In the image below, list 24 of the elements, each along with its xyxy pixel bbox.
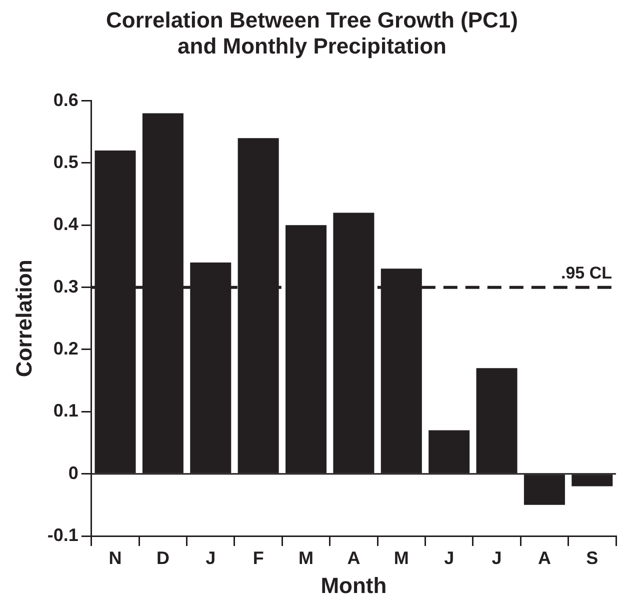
x-tick-label: M bbox=[298, 548, 314, 568]
ref-line-label: .95 CL bbox=[560, 264, 612, 282]
y-tick-label: -0.1 bbox=[47, 524, 78, 545]
y-axis-title: Correlation bbox=[11, 260, 36, 378]
y-tick-label: 0.2 bbox=[53, 338, 78, 358]
text: and Monthly Precipitation bbox=[178, 34, 446, 59]
x-tick-label: A bbox=[538, 548, 551, 568]
text: Correlation Between Tree Growth (PC1) bbox=[106, 7, 518, 32]
x-tick-label: J bbox=[492, 548, 502, 568]
x-tick-label: A bbox=[347, 548, 360, 568]
y-tick-label: 0.4 bbox=[53, 214, 78, 234]
x-axis-title: Month bbox=[320, 572, 387, 598]
x-tick-label: F bbox=[252, 548, 264, 568]
x-tick-label: D bbox=[156, 548, 170, 568]
y-tick-label: 0.3 bbox=[53, 276, 78, 296]
x-tick-label: N bbox=[108, 548, 122, 568]
x-tick-label: J bbox=[206, 548, 216, 568]
y-tick-label: 0.6 bbox=[53, 90, 78, 110]
y-tick-label: 0.5 bbox=[53, 152, 78, 172]
x-tick-label: M bbox=[394, 548, 409, 568]
x-tick-label: J bbox=[444, 548, 454, 568]
x-tick-label: S bbox=[586, 548, 598, 568]
y-tick-label: 0.1 bbox=[53, 400, 78, 421]
y-tick-label: 0 bbox=[68, 462, 78, 483]
